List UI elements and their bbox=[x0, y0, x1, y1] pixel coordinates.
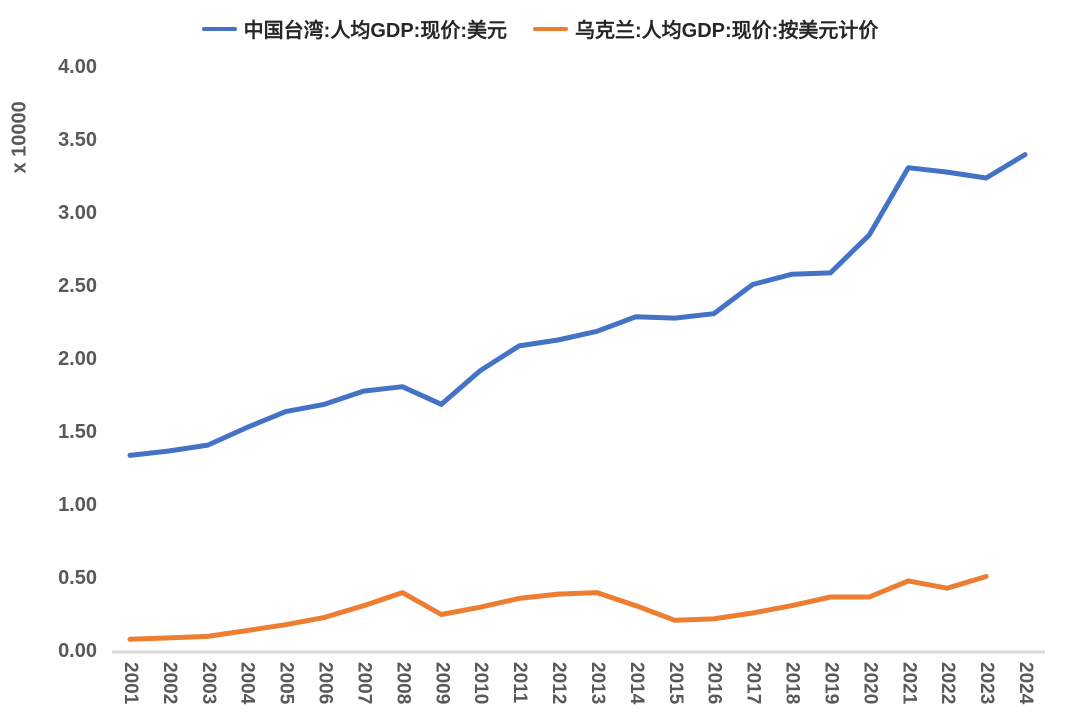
x-tick-label: 2019 bbox=[820, 662, 842, 705]
y-tick-label: 4.00 bbox=[58, 56, 97, 78]
legend-item-ukraine: 乌克兰:人均GDP:现价:按美元计价 bbox=[533, 14, 878, 43]
legend: 中国台湾:人均GDP:现价:美元 乌克兰:人均GDP:现价:按美元计价 bbox=[0, 14, 1080, 43]
x-tick-label: 2013 bbox=[586, 662, 608, 705]
ukraine-line-swatch bbox=[533, 26, 568, 31]
y-tick-label: 1.50 bbox=[58, 421, 97, 443]
x-tick-label: 2024 bbox=[1015, 662, 1036, 705]
y-tick-label: 3.00 bbox=[58, 202, 97, 224]
x-tick-label: 2004 bbox=[236, 662, 258, 705]
x-tick-label: 2010 bbox=[470, 662, 492, 705]
x-tick-label: 2006 bbox=[314, 662, 336, 705]
x-tick-label: 2002 bbox=[158, 662, 180, 705]
x-tick-label: 2012 bbox=[548, 662, 570, 705]
x-tick-label: 2007 bbox=[353, 662, 375, 705]
x-tick-label: 2021 bbox=[898, 662, 920, 705]
x-tick-label: 2017 bbox=[742, 662, 764, 705]
y-tick-label: 0.00 bbox=[58, 640, 97, 662]
x-tick-label: 2015 bbox=[664, 662, 686, 705]
legend-item-taiwan: 中国台湾:人均GDP:现价:美元 bbox=[201, 14, 507, 43]
x-tick-label: 2008 bbox=[392, 662, 414, 705]
y-tick-label: 0.50 bbox=[58, 567, 97, 589]
ukraine-line bbox=[127, 574, 989, 642]
x-tick-label: 2001 bbox=[120, 662, 141, 705]
x-tick-label: 2018 bbox=[781, 662, 803, 705]
y-tick-label: 2.50 bbox=[58, 275, 97, 297]
y-tick-label: 3.50 bbox=[58, 129, 97, 151]
x-tick-label: 2003 bbox=[197, 662, 219, 705]
x-tick-label: 2009 bbox=[431, 662, 453, 705]
y-tick-label: 2.00 bbox=[58, 348, 97, 370]
x-tick-label: 2014 bbox=[625, 662, 647, 705]
taiwan-line bbox=[127, 152, 1028, 458]
taiwan-legend-label: 中国台湾:人均GDP:现价:美元 bbox=[243, 20, 507, 42]
x-tick-label: 2011 bbox=[509, 662, 531, 704]
taiwan-line-swatch bbox=[201, 26, 237, 31]
x-tick-label: 2020 bbox=[859, 662, 881, 705]
x-tick-label: 2005 bbox=[275, 662, 297, 705]
x-tick-label: 2023 bbox=[976, 662, 998, 705]
y-tick-label: 1.00 bbox=[58, 494, 97, 516]
ukraine-legend-label: 乌克兰:人均GDP:现价:按美元计价 bbox=[575, 20, 879, 42]
x-tick-label: 2016 bbox=[703, 662, 725, 705]
x-tick-label: 2022 bbox=[937, 662, 959, 705]
